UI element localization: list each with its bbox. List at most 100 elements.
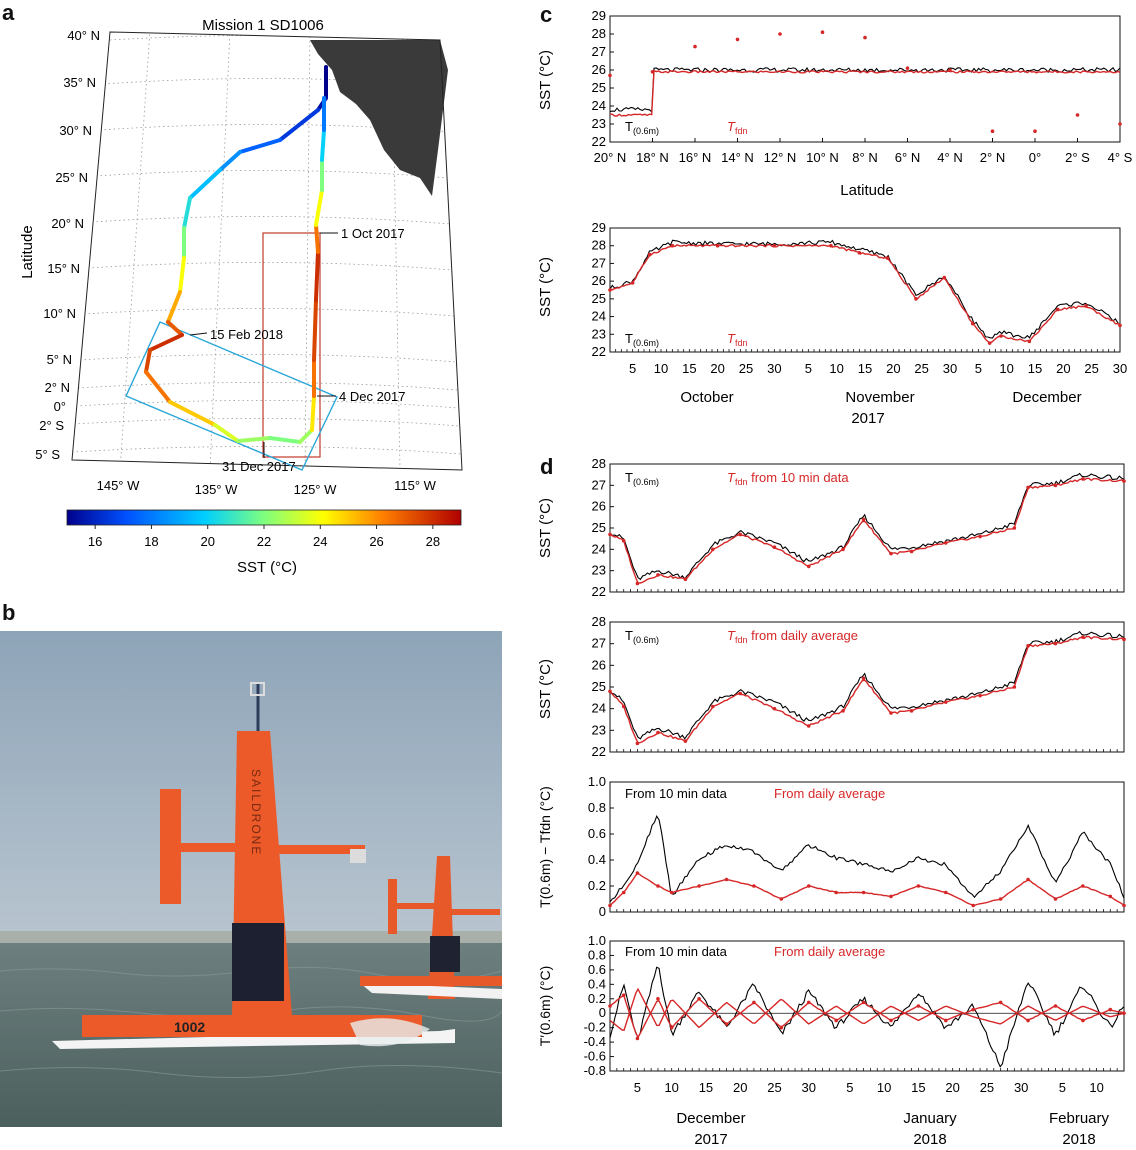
y-tick-label: 24 <box>592 541 606 556</box>
main-saildrone: 1002 SAILDRONE <box>52 682 455 1049</box>
track-segment <box>218 150 242 172</box>
chart-c-latitude: 22 23 24 25 26 27 28 29 20° N 18° N 16° N 14° N 12° … <box>537 8 1133 199</box>
annotation-15feb: 15 Feb 2018 <box>210 327 283 342</box>
map-title: Mission 1 SD1006 <box>202 17 324 34</box>
data-point <box>1122 1011 1126 1016</box>
plot-frame <box>609 15 1121 143</box>
data-point <box>635 741 640 746</box>
legend-t06: T(0.6m) <box>625 470 659 487</box>
data-point <box>635 871 640 875</box>
data-point <box>735 37 740 42</box>
y-tick-label: 27 <box>592 44 606 59</box>
data-point <box>621 993 626 997</box>
data-point <box>820 30 825 34</box>
data-point <box>905 66 910 70</box>
track-segment <box>166 290 182 324</box>
chart-d-daily: 22 23 24 25 26 27 28 SST (°C) T(0.6m) Tfdn fro… <box>537 614 1126 759</box>
y-tick-label: 27 <box>592 255 606 270</box>
data-point <box>1012 685 1017 689</box>
data-point <box>944 700 948 704</box>
colorbar-label: SST (°C) <box>237 559 297 576</box>
data-point <box>711 704 715 709</box>
y-tick-label: 0 <box>599 1005 606 1020</box>
x-tick-label: 20° N <box>594 150 627 165</box>
x-tick-label: 20 <box>945 1080 959 1095</box>
data-point <box>970 321 975 326</box>
data-point <box>1026 485 1030 490</box>
year-label: 2017 <box>694 1131 727 1148</box>
legend-tfdn: Tfdn <box>727 119 747 136</box>
data-point <box>861 517 866 522</box>
data-point <box>669 890 674 895</box>
chart-d-10min: 22 23 24 25 26 27 28 SST (°C) T(0.6m) Tfdn fro… <box>537 456 1126 599</box>
x-tick-label: 2° N <box>980 150 1005 165</box>
data-point <box>1084 304 1088 308</box>
y-tick-label: 0.2 <box>588 878 606 893</box>
track-segment <box>144 348 152 374</box>
y-tick-label: 1.0 <box>588 933 606 948</box>
x-tick-label: 5 <box>805 361 812 376</box>
data-point <box>1075 113 1080 117</box>
data-point <box>863 35 867 40</box>
series-line <box>609 472 1125 581</box>
data-point <box>1081 884 1085 888</box>
data-point <box>978 693 982 698</box>
data-point <box>978 534 982 539</box>
lat-label: 10° N <box>43 306 76 321</box>
y-tick-label: 22 <box>592 344 606 359</box>
data-point <box>738 532 743 537</box>
data-point <box>650 70 655 74</box>
data-point <box>861 1000 866 1005</box>
sail-lettering: SAILDRONE <box>249 769 263 856</box>
track-segment <box>188 168 222 200</box>
data-point <box>1108 1007 1113 1012</box>
y-tick-label: -0.4 <box>584 1034 606 1049</box>
x-tick-label: 12° N <box>764 150 797 165</box>
y-tick-label: 25 <box>592 291 606 306</box>
data-point <box>656 573 660 577</box>
x-tick-label: 10 <box>654 361 668 376</box>
y-tick-label: 22 <box>592 134 606 149</box>
y-tick-label: 24 <box>592 701 606 716</box>
chart-ylabel: SST (°C) <box>537 659 554 719</box>
data-point <box>1122 479 1126 483</box>
y-tick-label: 25 <box>592 80 606 95</box>
y-tick-label: 28 <box>592 456 606 471</box>
data-point <box>669 1025 674 1030</box>
x-tick-label: 5 <box>629 361 636 376</box>
y-tick-label: 26 <box>592 62 606 77</box>
legend-daily: From daily average <box>774 944 885 959</box>
x-tick-label: 25 <box>739 361 753 376</box>
chart-d-anomaly: -0.8-0.6-0.4-0.200.20.40.60.81.0 5 10 15 20 2… <box>537 933 1126 1148</box>
land-mass <box>310 40 448 196</box>
series-line <box>609 239 1121 339</box>
data-point <box>1081 1018 1085 1023</box>
track-segment <box>236 436 272 443</box>
data-point <box>621 890 626 895</box>
series-line <box>609 630 1125 740</box>
data-point <box>656 730 660 735</box>
data-point <box>752 884 756 888</box>
map-frame <box>71 31 463 471</box>
lat-label: 2° N <box>45 380 70 395</box>
lat-label: 25° N <box>55 170 88 185</box>
lat-label: 0° <box>54 399 66 414</box>
data-point <box>806 1000 811 1005</box>
track-segment <box>314 250 320 302</box>
month-label: December <box>1012 389 1081 406</box>
data-point <box>772 243 777 248</box>
lat-label: 30° N <box>59 123 92 138</box>
data-point <box>1081 477 1085 481</box>
data-point <box>1026 877 1030 882</box>
sst-colorbar <box>66 509 462 526</box>
series-line <box>609 66 1121 113</box>
legend-t06: T(0.6m) <box>625 331 659 348</box>
data-point <box>1053 1004 1058 1008</box>
y-tick-label: 0.4 <box>588 852 606 867</box>
data-point <box>1053 897 1058 901</box>
y-tick-label: -0.6 <box>584 1049 606 1064</box>
x-tick-label: 5 <box>634 1080 641 1095</box>
legend-tfdn: Tfdn from 10 min data <box>727 470 849 487</box>
saildrone-photo: 1002 SAILDRONE <box>0 631 502 1127</box>
month-label: January <box>903 1110 957 1127</box>
